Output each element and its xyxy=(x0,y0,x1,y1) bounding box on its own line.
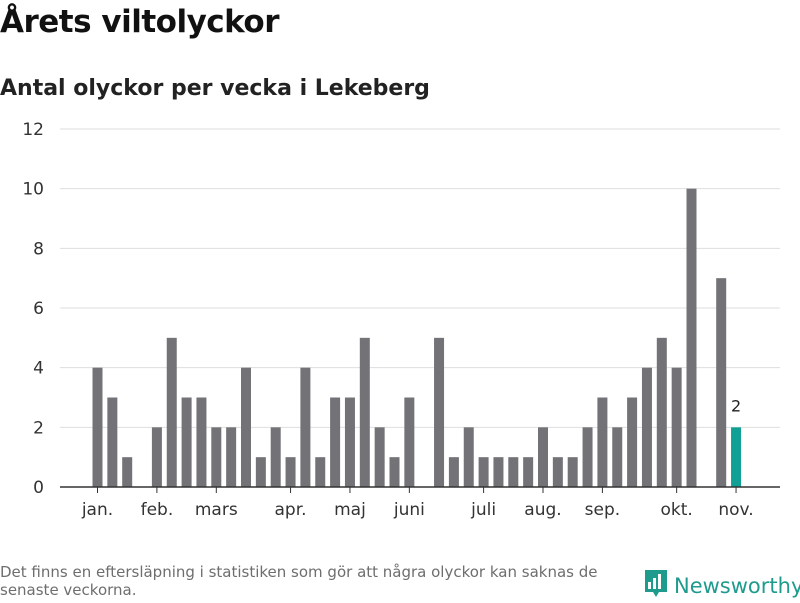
bar-week-37 xyxy=(627,397,638,487)
bar-week-5 xyxy=(151,427,162,487)
bar-week-41 xyxy=(686,188,697,487)
bar-week-33 xyxy=(567,457,578,487)
bar-week-28 xyxy=(493,457,504,487)
footnote: Det finns en eftersläpning i statistiken… xyxy=(0,563,598,599)
x-tick-label: jan. xyxy=(81,500,113,520)
bar-week-13 xyxy=(270,427,281,487)
bar-week-1 xyxy=(92,367,103,487)
bar-week-11 xyxy=(241,367,251,487)
bar-week-44 xyxy=(731,427,742,487)
bar-week-26 xyxy=(463,427,474,487)
bar-week-17 xyxy=(330,397,341,487)
y-axis-ticks: 0 2 4 6 8 10 12 xyxy=(22,120,44,498)
y-tick-label: 12 xyxy=(22,120,44,140)
bar-week-31 xyxy=(538,427,548,487)
bar-week-10 xyxy=(226,427,237,487)
bar-week-2 xyxy=(107,397,118,487)
x-tick-label: juni xyxy=(393,500,425,520)
chart-title: Årets viltolyckor xyxy=(0,4,280,40)
x-axis: jan. feb. mars apr. maj juni juli aug. sep. okt. n… xyxy=(60,486,780,520)
bars xyxy=(92,188,742,487)
bar-week-36 xyxy=(612,427,623,487)
bar-week-8 xyxy=(196,397,207,487)
bar-week-12 xyxy=(255,457,266,487)
bar-week-20 xyxy=(374,427,385,487)
bar-week-22 xyxy=(404,397,415,487)
bar-week-19 xyxy=(359,337,370,487)
data-label: 2 xyxy=(731,396,741,415)
x-tick-label: juli xyxy=(470,500,496,520)
x-tick-label: nov. xyxy=(718,500,753,520)
y-tick-label: 10 xyxy=(22,180,44,200)
bar-week-15 xyxy=(300,367,311,487)
x-tick-label: feb. xyxy=(141,500,174,520)
bar-chart: 0 2 4 6 8 10 12 2 jan. feb. mars apr. maj juni juli a… xyxy=(22,120,780,520)
brand[interactable]: Newsworthy xyxy=(644,569,800,603)
bar-week-32 xyxy=(552,457,563,487)
newsworthy-chart-icon xyxy=(644,569,668,603)
chart-subtitle: Antal olyckor per vecka i Lekeberg xyxy=(0,76,430,101)
x-tick-label: apr. xyxy=(275,500,307,520)
bar-week-35 xyxy=(597,397,608,487)
x-tick-label: okt. xyxy=(660,500,692,520)
bar-week-16 xyxy=(315,457,326,487)
x-tick-label: maj xyxy=(334,500,366,520)
bar-week-25 xyxy=(448,457,459,487)
bar-week-38 xyxy=(641,367,652,487)
bar-week-24 xyxy=(434,337,445,487)
bar-week-43 xyxy=(716,278,727,487)
bar-week-30 xyxy=(523,457,534,487)
bar-week-7 xyxy=(181,397,192,487)
x-tick-label: mars xyxy=(195,500,238,520)
y-tick-label: 8 xyxy=(33,239,44,259)
bar-week-27 xyxy=(478,457,489,487)
y-tick-label: 0 xyxy=(33,478,44,498)
bar-week-21 xyxy=(389,457,400,487)
bar-week-14 xyxy=(285,457,296,487)
bar-week-40 xyxy=(671,367,682,487)
bar-week-9 xyxy=(211,427,222,487)
x-tick-label: aug. xyxy=(524,500,561,520)
brand-name: Newsworthy xyxy=(674,574,800,598)
y-tick-label: 4 xyxy=(33,359,44,379)
bar-week-3 xyxy=(122,457,133,487)
bar-week-34 xyxy=(582,427,593,487)
bar-week-18 xyxy=(344,397,355,487)
x-tick-label: sep. xyxy=(585,500,621,520)
data-labels: 2 xyxy=(731,396,741,415)
bar-week-29 xyxy=(508,457,519,487)
bar-week-6 xyxy=(166,337,177,487)
y-tick-label: 6 xyxy=(33,299,44,319)
y-tick-label: 2 xyxy=(33,418,44,438)
bar-week-39 xyxy=(656,337,667,487)
